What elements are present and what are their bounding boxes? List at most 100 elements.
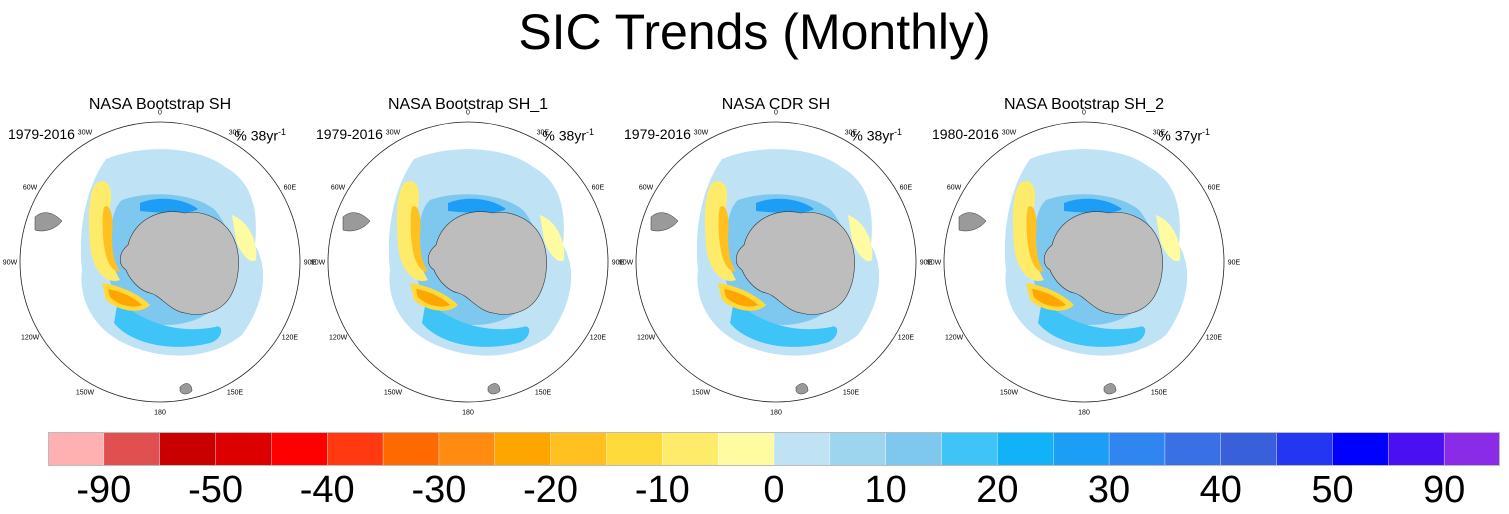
colorbar-swatch (941, 432, 998, 466)
colorbar-label: -30 (411, 469, 467, 511)
polar-map: 0 30E 60E 90E 120E 150E 180 150W 120W 90W 60W 30W (927, 110, 1241, 417)
longitude-label: 90E (304, 260, 317, 267)
trend-zone (140, 198, 198, 213)
colorbar-swatch (103, 432, 161, 466)
antarctica-landmass (427, 211, 547, 315)
colorbar-swatch (773, 432, 831, 466)
trend-zone (114, 300, 222, 347)
figure-title: SIC Trends (Monthly) (518, 4, 991, 60)
longitude-label: 0 (466, 110, 470, 117)
longitude-label: 150E (843, 389, 860, 396)
longitude-label: 150W (76, 389, 95, 396)
colorbar-label: 20 (976, 469, 1019, 511)
longitude-label: 30W (386, 130, 401, 137)
colorbar-label: 90 (1423, 469, 1466, 511)
polar-map: 0 30E 60E 90E 120E 150E 180 150W 120W 90W 60W 30W (311, 110, 625, 417)
colorbar-swatch (1220, 432, 1278, 466)
new-zealand-landmass (487, 383, 501, 395)
longitude-label: 180 (1078, 410, 1090, 417)
longitude-label: 30W (78, 130, 93, 137)
longitude-label: 120W (329, 335, 348, 342)
longitude-label: 150W (384, 389, 403, 396)
colorbar-swatch (1108, 432, 1166, 466)
colorbar-label: 50 (1311, 469, 1354, 511)
colorbar-label: -20 (523, 469, 579, 511)
longitude-label: 0 (774, 110, 778, 117)
longitude-label: 90E (1228, 260, 1241, 267)
longitude-label: 120W (637, 335, 656, 342)
longitude-label: 180 (770, 410, 782, 417)
south-america-landmass (34, 212, 63, 232)
antarctica-landmass (119, 211, 239, 315)
trend-zone (448, 198, 506, 213)
trend-zone (1064, 198, 1122, 213)
longitude-label: 30E (845, 130, 858, 137)
longitude-label: 90E (612, 260, 625, 267)
longitude-label: 90E (920, 260, 933, 267)
longitude-label: 120E (282, 335, 299, 342)
colorbar-swatch (382, 432, 440, 466)
longitude-label: 180 (154, 410, 166, 417)
longitude-label: 120E (590, 335, 607, 342)
period-label: 1979-2016 (624, 126, 691, 142)
longitude-label: 30W (694, 130, 709, 137)
longitude-label: 150E (1151, 389, 1168, 396)
antarctica-landmass (1043, 211, 1163, 315)
longitude-label: 60E (1208, 185, 1221, 192)
new-zealand-landmass (795, 383, 809, 395)
period-label: 1980-2016 (932, 126, 999, 142)
panel-title: NASA CDR SH (721, 96, 831, 113)
colorbar-swatch (327, 432, 384, 466)
period-label: 1979-2016 (8, 126, 75, 142)
panel-title: NASA Bootstrap SH (88, 96, 232, 113)
longitude-label: 150W (692, 389, 711, 396)
longitude-label: 150E (535, 389, 552, 396)
units-label: % 38yr-1 (234, 127, 286, 144)
south-america-landmass (650, 212, 679, 232)
colorbar-swatch (662, 432, 719, 466)
units-label: % 37yr-1 (1158, 127, 1210, 144)
longitude-label: 60E (592, 185, 605, 192)
trend-zone (1156, 215, 1181, 262)
longitude-label: 30E (229, 130, 242, 137)
trend-zone (718, 206, 736, 272)
trend-zone (422, 300, 530, 347)
longitude-label: 30W (1002, 130, 1017, 137)
units-label: % 38yr-1 (542, 127, 594, 144)
colorbar-label: -10 (634, 469, 690, 511)
colorbar-swatch (215, 432, 272, 466)
longitude-label: 0 (1082, 110, 1086, 117)
colorbar-swatch (48, 432, 105, 466)
longitude-label: 90W (3, 260, 18, 267)
colorbar-label: 10 (864, 469, 907, 511)
longitude-label: 120W (945, 335, 964, 342)
longitude-label: 120E (1206, 335, 1223, 342)
longitude-label: 120W (21, 335, 40, 342)
longitude-label: 90W (311, 260, 326, 267)
polar-map: 0 30E 60E 90E 120E 150E 180 150W 120W 90W 60W 30W (3, 110, 317, 417)
longitude-label: 60W (947, 185, 962, 192)
trend-zone (724, 289, 758, 307)
colorbar-swatch (438, 432, 496, 466)
longitude-label: 90W (619, 260, 634, 267)
colorbar-label: -50 (188, 469, 243, 511)
trend-zone (1038, 300, 1146, 347)
colorbar-label: -40 (299, 469, 355, 511)
colorbar-swatch (997, 432, 1054, 466)
colorbar-swatch (271, 432, 328, 466)
trend-zone (232, 215, 257, 262)
panel-title: NASA Bootstrap SH_1 (387, 96, 549, 113)
trend-zone (410, 206, 428, 272)
longitude-label: 60W (331, 185, 346, 192)
antarctica-landmass (735, 211, 855, 315)
colorbar-swatch (606, 432, 663, 466)
colorbar-swatch (717, 432, 775, 466)
colorbar-swatch (550, 432, 608, 466)
trend-zone (756, 198, 814, 213)
trend-zone (102, 206, 120, 272)
colorbar-swatch (494, 432, 552, 466)
longitude-label: 60W (639, 185, 654, 192)
colorbar-swatch (1388, 432, 1445, 466)
south-america-landmass (342, 212, 371, 232)
colorbar-label: -90 (76, 469, 132, 511)
